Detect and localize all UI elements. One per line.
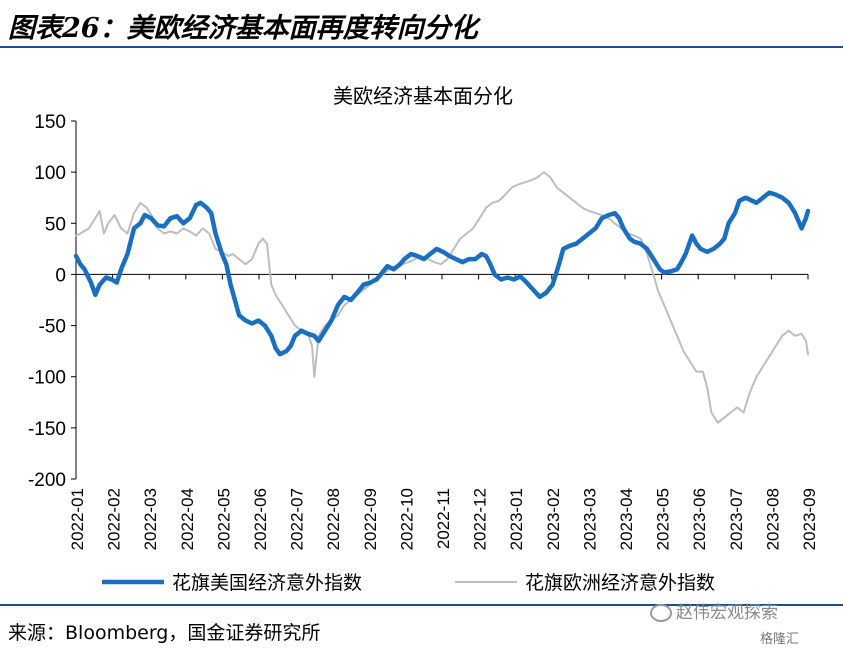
x-tick-label: 2022-12 <box>471 488 490 550</box>
x-tick-label: 2023-05 <box>654 488 673 550</box>
x-tick-label: 2022-09 <box>361 488 380 550</box>
chart-title: 美欧经济基本面分化 <box>333 84 513 108</box>
x-tick-label: 2023-02 <box>544 488 563 550</box>
x-tick-label: 2023-08 <box>763 488 782 550</box>
x-tick-label: 2022-07 <box>288 488 307 550</box>
watermark: 赵伟宏观探索 <box>650 598 778 623</box>
x-tick-label: 2022-01 <box>68 488 87 550</box>
y-tick-label: -200 <box>28 470 66 491</box>
y-tick-label: 100 <box>34 163 66 184</box>
title-divider <box>0 46 843 48</box>
series-line-us <box>73 190 811 357</box>
wechat-icon <box>650 604 672 622</box>
watermark-secondary: 格隆汇 <box>760 632 800 647</box>
line-chart: 美欧经济基本面分化 150100500-50-100-150-2002022-0… <box>28 84 819 594</box>
x-tick-label: 2022-11 <box>434 488 453 549</box>
x-tick-label: 2023-09 <box>800 488 819 550</box>
legend-item-europe-label: 花旗欧洲经济意外指数 <box>525 572 715 594</box>
x-tick-label: 2022-05 <box>214 488 233 550</box>
x-tick-label: 2023-01 <box>507 488 526 550</box>
y-tick-label: -150 <box>28 419 66 440</box>
series-line-europe <box>75 171 809 424</box>
watermark-text: 赵伟宏观探索 <box>676 603 778 623</box>
x-tick-label: 2022-08 <box>324 488 343 550</box>
series-layer <box>73 171 811 424</box>
y-tick-label: -100 <box>28 368 66 389</box>
footer-divider <box>0 604 843 606</box>
x-tick-label: 2023-03 <box>580 488 599 550</box>
x-tick-label: 2023-06 <box>690 488 709 550</box>
legend-item-us-label: 花旗美国经济意外指数 <box>172 572 362 594</box>
y-tick-label: 0 <box>55 265 66 286</box>
x-tick-label: 2023-07 <box>727 488 746 550</box>
x-tick-label: 2023-04 <box>617 488 636 550</box>
figure-title: 图表26：美欧经济基本面再度转向分化 <box>8 13 478 44</box>
x-tick-label: 2022-10 <box>397 488 416 550</box>
y-tick-label: -50 <box>39 317 66 338</box>
x-tick-label: 2022-06 <box>251 488 270 550</box>
source-note: 来源：Bloomberg，国金证券研究所 <box>8 622 321 644</box>
x-tick-label: 2022-02 <box>105 488 124 550</box>
y-tick-label: 150 <box>34 112 66 133</box>
x-tick-label: 2022-04 <box>178 488 197 550</box>
y-tick-label: 50 <box>45 214 66 235</box>
legend: 花旗美国经济意外指数 花旗欧洲经济意外指数 <box>102 572 715 594</box>
x-tick-label: 2022-03 <box>141 488 160 550</box>
